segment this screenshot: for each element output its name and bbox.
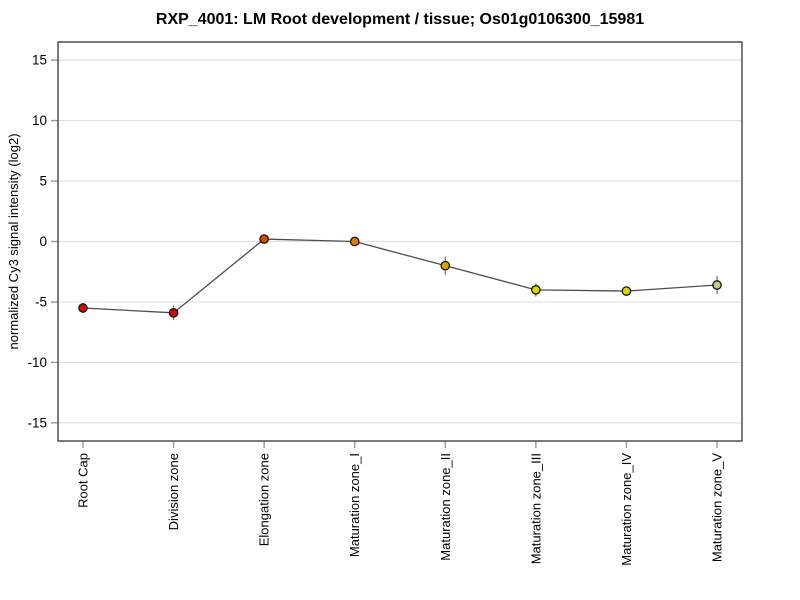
- x-tick-label: Maturation zone_V: [710, 453, 725, 562]
- y-tick-label: 15: [32, 53, 47, 68]
- y-tick-label: -15: [27, 415, 47, 430]
- x-tick-label: Maturation zone_I: [347, 453, 362, 557]
- x-tick-label: Division zone: [166, 453, 181, 530]
- x-tick-label: Maturation zone_IV: [619, 453, 634, 566]
- y-tick-label: -10: [27, 355, 47, 370]
- y-tick-label: 0: [39, 234, 47, 249]
- y-tick-label: -5: [35, 294, 47, 309]
- x-tick-label: Root Cap: [76, 453, 91, 508]
- x-tick-label: Maturation zone_III: [528, 453, 543, 564]
- data-point: [259, 234, 269, 244]
- data-point: [621, 286, 632, 296]
- y-axis-title: normalized Cy3 signal intensity (log2): [6, 133, 21, 349]
- data-point: [349, 236, 360, 247]
- x-tick-label: Elongation zone: [257, 453, 272, 546]
- data-line: [82, 238, 718, 314]
- y-tick-label: 5: [39, 174, 47, 189]
- data-point: [168, 307, 179, 318]
- data-point: [531, 285, 541, 295]
- plot-frame: [57, 41, 743, 442]
- data-point: [440, 260, 451, 271]
- chart-title: RXP_4001: LM Root development / tissue; …: [155, 11, 645, 28]
- x-tick-label: Maturation zone_II: [438, 453, 453, 561]
- data-point: [712, 280, 722, 290]
- y-tick-label: 10: [32, 113, 47, 128]
- data-point: [78, 303, 88, 313]
